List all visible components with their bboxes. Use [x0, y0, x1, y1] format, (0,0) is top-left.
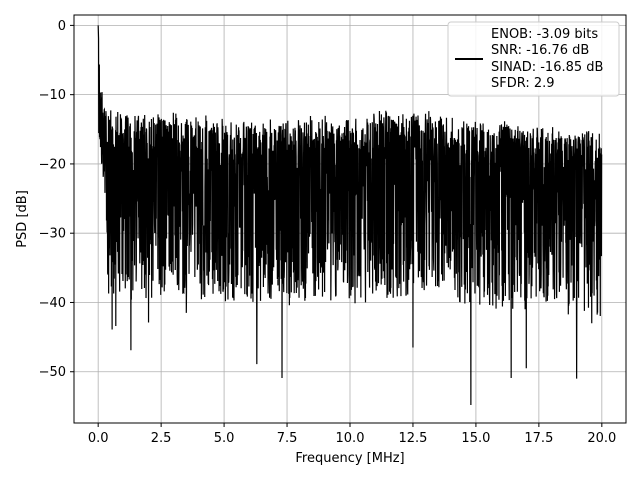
x-tick-label: 20.0: [587, 431, 616, 446]
psd-trace: [97, 25, 603, 405]
y-tick-label: −50: [39, 365, 66, 380]
x-tick-label: 15.0: [461, 431, 490, 446]
x-tick-label: 7.5: [277, 431, 298, 446]
psd-series: [97, 25, 603, 405]
y-tick-label: −20: [39, 157, 66, 172]
y-axis-label: PSD [dB]: [15, 190, 30, 248]
y-tick-label: −40: [39, 296, 66, 311]
x-tick-label: 5.0: [214, 431, 235, 446]
legend-entry-snr: SNR: -16.76 dB: [491, 43, 589, 58]
x-ticks: 0.0 2.5 5.0 7.5 10.0 12.5 15.0 17.5 20.0: [88, 423, 616, 446]
y-ticks: 0 −10 −20 −30 −40 −50: [39, 19, 74, 380]
legend-entry-sinad: SINAD: -16.85 dB: [491, 60, 603, 75]
legend-entry-enob: ENOB: -3.09 bits: [491, 27, 598, 42]
y-tick-label: −10: [39, 88, 66, 103]
legend-entry-sfdr: SFDR: 2.9: [491, 76, 555, 91]
x-tick-label: 12.5: [398, 431, 427, 446]
x-axis-label: Frequency [MHz]: [295, 451, 404, 466]
legend-box: [447, 21, 620, 97]
x-tick-label: 17.5: [524, 431, 553, 446]
y-tick-label: 0: [58, 19, 66, 34]
y-tick-label: −30: [39, 227, 66, 242]
legend: ENOB: -3.09 bits SNR: -16.76 dB SINAD: -…: [447, 21, 620, 97]
x-tick-label: 0.0: [88, 431, 109, 446]
x-tick-label: 10.0: [336, 431, 365, 446]
x-tick-label: 2.5: [151, 431, 172, 446]
